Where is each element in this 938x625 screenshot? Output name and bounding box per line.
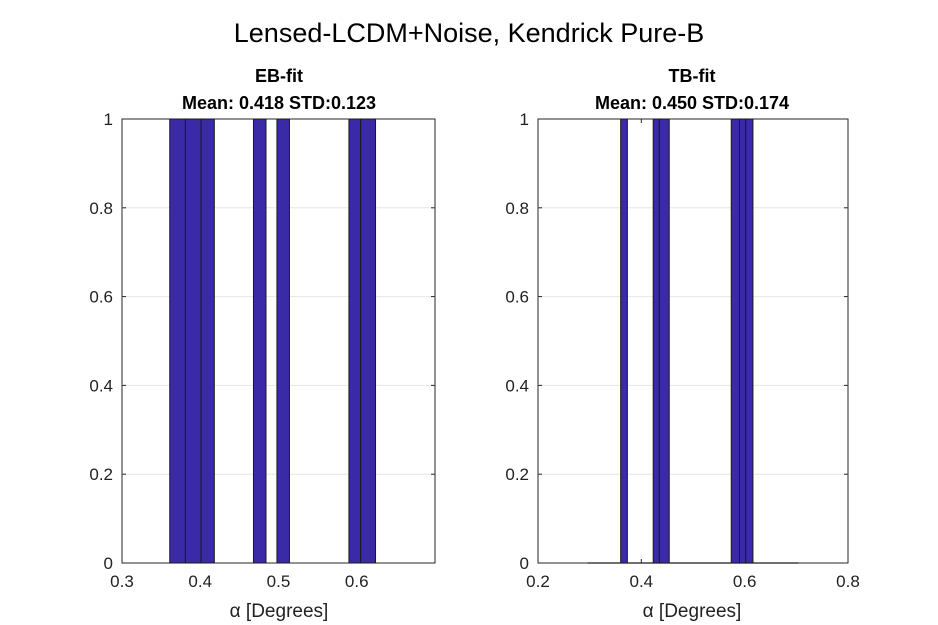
- histogram-bar: [348, 118, 362, 564]
- y-tick-label: 0.4: [505, 376, 529, 395]
- x-tick-label: 0.8: [836, 572, 860, 591]
- y-tick-label: 0.2: [89, 465, 113, 484]
- y-tick-label: 0.4: [89, 376, 113, 395]
- histogram-bar: [360, 118, 377, 564]
- panel-title-line1: EB-fit: [255, 66, 303, 86]
- y-tick-label: 0.8: [505, 199, 529, 218]
- y-tick-label: 0.6: [505, 288, 529, 307]
- y-tick-label: 0: [104, 554, 113, 573]
- figure-suptitle: Lensed-LCDM+Noise, Kendrick Pure-B: [234, 18, 704, 48]
- histogram-bar: [200, 118, 215, 564]
- x-tick-label: 0.4: [188, 572, 212, 591]
- x-tick-label: 0.5: [267, 572, 291, 591]
- histogram-bar: [184, 118, 202, 564]
- y-tick-label: 0: [520, 554, 529, 573]
- histogram-bar: [276, 118, 290, 564]
- panel-title-line2: Mean: 0.418 STD:0.123: [182, 93, 376, 113]
- y-tick-label: 0.6: [89, 288, 113, 307]
- histogram-bar: [169, 118, 186, 564]
- x-tick-label: 0.2: [526, 572, 550, 591]
- x-tick-label: 0.6: [733, 572, 757, 591]
- histogram-bar: [620, 118, 628, 564]
- panel-title-line2: Mean: 0.450 STD:0.174: [595, 93, 789, 113]
- y-tick-label: 0.8: [89, 199, 113, 218]
- histogram-bar: [652, 118, 660, 564]
- histogram-bar: [730, 118, 741, 564]
- x-axis-label: α [Degrees]: [230, 601, 329, 622]
- x-tick-label: 0.6: [345, 572, 369, 591]
- y-tick-label: 1: [104, 110, 113, 129]
- x-axis-label: α [Degrees]: [643, 601, 742, 622]
- panel-tb-fit: TB-fit Mean: 0.450 STD:0.174 α [Degrees]…: [505, 66, 859, 622]
- plot-area: [537, 118, 849, 564]
- y-tick-label: 1: [520, 110, 529, 129]
- x-tick-label: 0.4: [630, 572, 654, 591]
- histogram-bar: [658, 118, 670, 564]
- histogram-bar: [739, 118, 747, 564]
- panel-eb-fit: EB-fit Mean: 0.418 STD:0.123 α [Degrees]…: [89, 66, 436, 622]
- x-tick-label: 0.3: [110, 572, 134, 591]
- panel-title-line1: TB-fit: [669, 66, 716, 86]
- y-tick-label: 0.2: [505, 465, 529, 484]
- histogram-bar: [745, 118, 754, 564]
- histogram-bar: [252, 118, 267, 564]
